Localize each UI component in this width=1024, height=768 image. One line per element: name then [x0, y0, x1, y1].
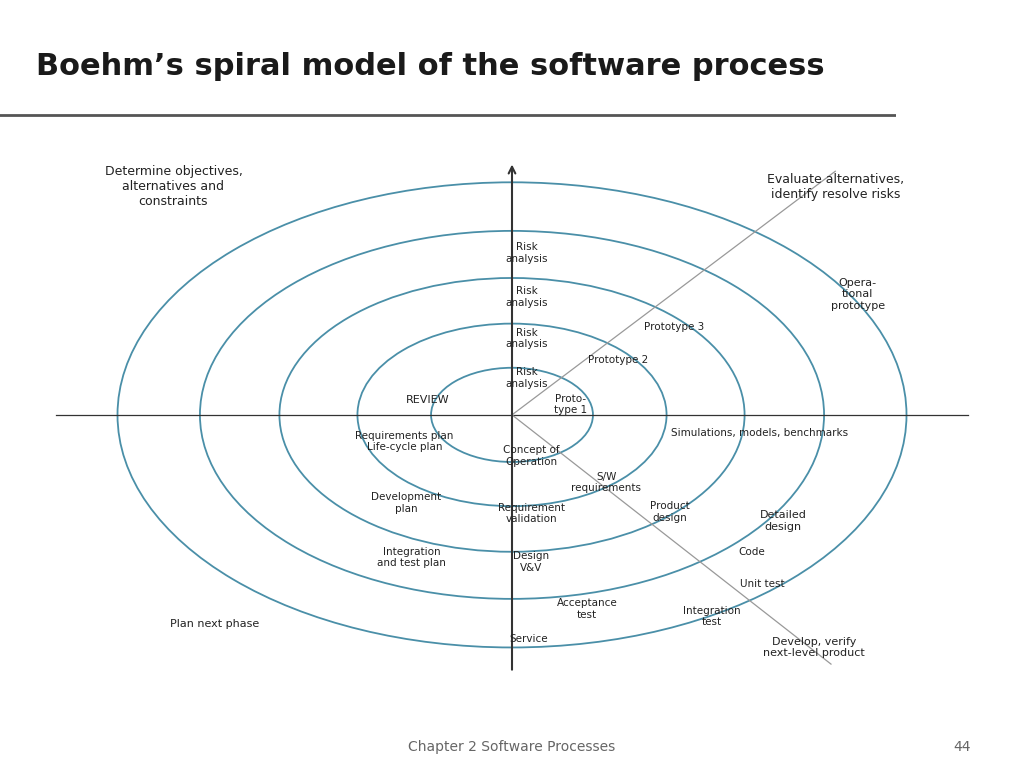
Text: Opera-
tional
prototype: Opera- tional prototype — [830, 277, 885, 311]
Text: Acceptance
test: Acceptance test — [557, 598, 617, 620]
Text: Code: Code — [738, 547, 765, 557]
Text: Prototype 2: Prototype 2 — [588, 356, 648, 366]
Text: Boehm’s spiral model of the software process: Boehm’s spiral model of the software pro… — [36, 51, 824, 81]
Text: Risk
analysis: Risk analysis — [506, 286, 548, 308]
Text: S/W
requirements: S/W requirements — [571, 472, 641, 493]
Text: Risk
analysis: Risk analysis — [506, 327, 548, 349]
Text: REVIEW: REVIEW — [407, 396, 450, 406]
Text: Product
design: Product design — [649, 502, 689, 523]
Text: Requirement
validation: Requirement validation — [498, 503, 564, 525]
Text: Evaluate alternatives,
identify resolve risks: Evaluate alternatives, identify resolve … — [767, 173, 904, 200]
Text: Concept of
Operation: Concept of Operation — [503, 445, 559, 467]
Text: Service: Service — [509, 634, 548, 644]
Text: Unit test: Unit test — [740, 579, 784, 589]
Text: Proto-
type 1: Proto- type 1 — [554, 394, 588, 415]
Text: Detailed
design: Detailed design — [760, 510, 806, 531]
Text: Plan next phase: Plan next phase — [170, 619, 259, 629]
Text: Requirements plan
Life-cycle plan: Requirements plan Life-cycle plan — [355, 431, 454, 452]
Text: Chapter 2 Software Processes: Chapter 2 Software Processes — [409, 740, 615, 754]
Text: 44: 44 — [953, 740, 972, 754]
Text: Simulations, models, benchmarks: Simulations, models, benchmarks — [671, 428, 848, 438]
Text: Risk
analysis: Risk analysis — [506, 242, 548, 263]
Text: Integration
and test plan: Integration and test plan — [378, 547, 446, 568]
Text: Prototype 3: Prototype 3 — [644, 322, 705, 332]
Text: Develop, verify
next-level product: Develop, verify next-level product — [763, 637, 864, 658]
Text: Development
plan: Development plan — [371, 492, 441, 514]
Text: Determine objectives,
alternatives and
constraints: Determine objectives, alternatives and c… — [104, 165, 243, 208]
Text: Integration
test: Integration test — [683, 606, 741, 627]
Text: Design
V&V: Design V&V — [513, 551, 549, 573]
Text: Risk
analysis: Risk analysis — [506, 367, 548, 389]
